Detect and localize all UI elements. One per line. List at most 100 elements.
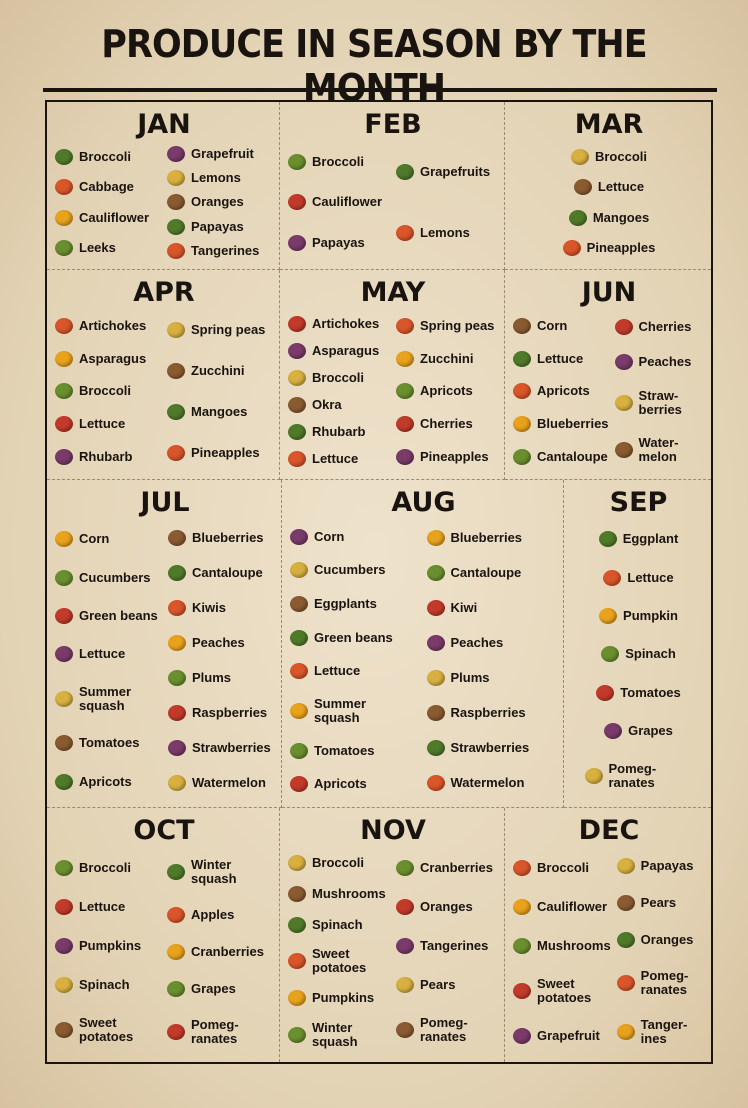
produce-label: Mangoes	[191, 403, 248, 419]
produce-icon	[614, 319, 633, 336]
produce-icon	[616, 858, 635, 875]
produce-label: Tangerines	[191, 242, 260, 258]
produce-label: Pomeg-ranates	[640, 967, 689, 997]
produce-icon	[288, 855, 306, 872]
produce-item: Peaches	[168, 634, 275, 651]
produce-label: Cantaloupe	[537, 448, 608, 464]
produce-icon	[167, 322, 185, 339]
produce-item: Cantaloupe	[168, 564, 275, 581]
produce-icon	[426, 564, 445, 581]
produce-item: Strawberries	[426, 740, 558, 757]
produce-icon	[396, 318, 414, 335]
produce-label: Grapefruit	[191, 146, 254, 162]
produce-item: Cranberries	[396, 859, 498, 876]
produce-item: Cauliflower	[55, 209, 161, 226]
produce-item: Lettuce	[513, 350, 609, 367]
produce-label: Okra	[312, 397, 342, 413]
produce-label: Sweet potatoes	[312, 946, 367, 976]
produce-icon	[288, 369, 306, 386]
produce-label: Sweet potatoes	[79, 1015, 134, 1045]
produce-label: Lemons	[191, 170, 241, 186]
month-cell: AUG Corn Cucumbers Eggplants Green beans Lett…	[282, 480, 564, 808]
produce-item: Plums	[426, 670, 558, 687]
produce-label: Pineapples	[191, 444, 260, 460]
produce-item: Lettuce	[290, 663, 421, 680]
produce-item: Spinach	[601, 646, 676, 663]
produce-item: Asparagus	[288, 342, 390, 359]
produce-item: Apricots	[396, 383, 498, 400]
month-cell: MAR Broccoli Lettuce Mangoes Pineapples	[505, 102, 711, 270]
produce-item: Lemons	[167, 170, 273, 187]
produce-label: Pomeg-ranates	[191, 1016, 239, 1046]
produce-icon	[396, 1022, 414, 1039]
produce-item: Zucchini	[396, 350, 498, 367]
produce-icon	[55, 179, 73, 196]
produce-item: Grapefruit	[513, 1028, 611, 1045]
produce-item: Raspberries	[168, 705, 275, 722]
produce-item: Broccoli	[55, 859, 161, 876]
produce-icon	[290, 596, 308, 613]
produce-icon	[168, 775, 186, 792]
produce-label: Plums	[192, 670, 232, 686]
produce-label: Rhubarb	[79, 448, 133, 464]
produce-icon	[396, 859, 414, 876]
produce-icon	[290, 663, 308, 680]
produce-icon	[396, 898, 414, 915]
produce-item: Kiwis	[168, 599, 275, 616]
produce-column: Grapefruits Lemons	[396, 142, 498, 263]
produce-label: Spinach	[625, 646, 676, 662]
produce-icon	[290, 702, 308, 719]
produce-label: Spinach	[79, 977, 130, 993]
produce-column: Papayas Pears Oranges Pomeg-ranates Tanger-i…	[616, 848, 705, 1056]
produce-label: Rhubarb	[312, 424, 366, 440]
produce-icon	[288, 315, 306, 332]
produce-item: Green beans	[55, 608, 162, 625]
produce-label: Asparagus	[79, 350, 147, 366]
title: PRODUCE IN SEASON BY THE MONTH	[101, 22, 647, 110]
produce-icon	[426, 670, 445, 687]
produce-item: Broccoli	[288, 369, 390, 386]
produce-label: Raspberries	[450, 705, 526, 721]
produce-column: Broccoli Cauliflower Mushrooms Sweet potato…	[513, 848, 611, 1056]
produce-icon	[426, 740, 445, 757]
produce-item: Lettuce	[55, 898, 161, 915]
produce-icon	[55, 149, 73, 166]
produce-label: Tomatoes	[314, 742, 375, 758]
produce-label: Broccoli	[79, 383, 132, 399]
produce-icon	[168, 670, 186, 687]
month-cell: JAN Broccoli Cabbage Cauliflower Leeks Grapef…	[47, 102, 280, 270]
produce-icon	[513, 898, 531, 915]
produce-item: Summer squash	[290, 696, 421, 725]
produce-label: Blueberries	[192, 529, 264, 545]
produce-icon	[604, 723, 623, 740]
produce-item: Cranberries	[167, 943, 273, 960]
produce-icon	[616, 1023, 635, 1040]
produce-label: Green beans	[79, 608, 158, 624]
produce-item: Mangoes	[568, 209, 649, 226]
produce-label: Winter squash	[191, 857, 237, 887]
produce-item: Peaches	[614, 354, 705, 371]
produce-icon	[288, 989, 306, 1006]
produce-label: Lemons	[420, 224, 470, 240]
produce-item: Cherries	[396, 416, 498, 433]
produce-label: Spring peas	[420, 318, 495, 334]
produce-item: Rhubarb	[55, 448, 161, 465]
produce-icon	[616, 895, 635, 912]
produce-column: Spring peas Zucchini Apricots Cherries Pinea…	[396, 310, 498, 473]
month-columns: Artichokes Asparagus Broccoli Lettuce Rhubar…	[55, 310, 273, 473]
produce-item: Blueberries	[426, 529, 558, 546]
produce-item: Kiwi	[426, 599, 558, 616]
produce-label: Pears	[420, 977, 456, 993]
produce-item: Cauliflower	[513, 898, 611, 915]
produce-label: Broccoli	[537, 859, 590, 875]
produce-item: Blueberries	[513, 416, 609, 433]
produce-item: Papayas	[288, 234, 390, 251]
produce-item: Corn	[290, 528, 421, 545]
produce-icon	[55, 350, 73, 367]
produce-icon	[290, 528, 308, 545]
produce-icon	[603, 569, 622, 586]
produce-label: Lettuce	[79, 898, 126, 914]
produce-label: Zucchini	[420, 350, 474, 366]
produce-label: Lettuce	[314, 663, 361, 679]
produce-label: Asparagus	[312, 342, 380, 358]
